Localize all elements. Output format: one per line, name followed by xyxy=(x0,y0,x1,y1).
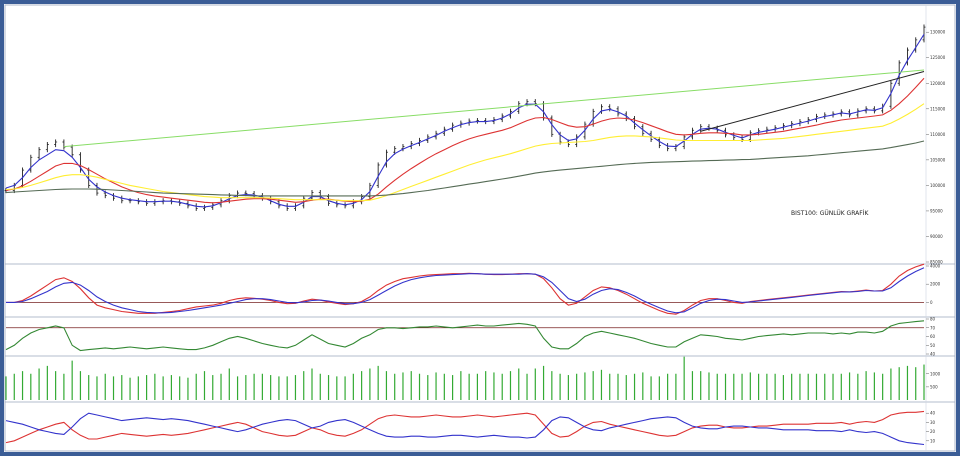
price-bar xyxy=(666,143,670,152)
chart-border xyxy=(4,4,956,452)
y-tick-label-volume: 1000 xyxy=(930,371,941,376)
price-bar xyxy=(922,24,926,43)
y-tick-label-price: 115000 xyxy=(930,106,946,111)
y-tick-label-price: 130000 xyxy=(930,30,946,35)
price-bar xyxy=(54,139,58,148)
macd-series-line-0 xyxy=(6,263,925,315)
chart-title: BIST100: GÜNLÜK GRAFİK xyxy=(791,210,869,217)
y-tick-label-dmi: 10 xyxy=(930,438,936,443)
price-bar xyxy=(823,112,827,120)
price-bar xyxy=(318,190,322,200)
price-bar xyxy=(475,118,479,124)
y-tick-label-dmi: 40 xyxy=(930,411,936,416)
y-tick-label-volume: 500 xyxy=(930,384,938,389)
y-tick-label-price: 120000 xyxy=(930,81,946,86)
price-bar xyxy=(153,199,157,206)
y-tick-label-rsi: 70 xyxy=(930,325,936,330)
price-bar xyxy=(575,134,579,148)
y-tick-label-price: 95000 xyxy=(930,208,943,213)
price-bar xyxy=(202,204,206,211)
y-tick-label-price: 85000 xyxy=(930,260,943,265)
chart-frame: 85000 90000 95000 100000 105000 110000 115000 1… xyxy=(4,4,956,452)
price-bar xyxy=(70,144,74,158)
dmi-series-line-0 xyxy=(5,410,925,444)
y-tick-label-dmi: 30 xyxy=(930,420,936,425)
price-bar xyxy=(856,108,860,118)
y-tick-label-macd: 2000 xyxy=(930,282,941,287)
price-series-line-1 xyxy=(5,34,925,208)
price-bar xyxy=(128,198,132,204)
y-tick-label-price: 110000 xyxy=(930,132,946,137)
price-bar xyxy=(145,199,149,206)
price-bar xyxy=(765,126,769,134)
y-tick-label-rsi: 60 xyxy=(930,334,936,339)
price-bar xyxy=(690,127,694,140)
resistance-trend-line xyxy=(63,69,925,148)
price-bar xyxy=(112,193,116,201)
y-tick-label-dmi: 20 xyxy=(930,429,936,434)
y-tick-label-price: 100000 xyxy=(930,183,946,188)
price-bar xyxy=(194,203,198,211)
price-series-line-4 xyxy=(5,140,925,197)
y-tick-label-rsi: 40 xyxy=(930,352,936,357)
y-tick-label-macd: 4000 xyxy=(930,264,941,269)
price-series-line-3 xyxy=(5,103,925,202)
macd-series-line-1 xyxy=(6,267,925,314)
price-bar xyxy=(120,195,124,204)
price-bar xyxy=(236,190,240,199)
y-tick-label-macd: 0 xyxy=(930,300,933,305)
y-tick-label-price: 90000 xyxy=(930,234,943,239)
dmi-series-line-1 xyxy=(5,412,925,446)
price-bar xyxy=(657,136,661,149)
y-tick-label-rsi: 50 xyxy=(930,343,936,348)
price-bar xyxy=(62,139,66,150)
price-bar xyxy=(682,134,686,150)
price-bar xyxy=(37,147,41,160)
chart-svg: 8500090000950001000001050001100001150001… xyxy=(4,4,956,452)
y-tick-label-price: 125000 xyxy=(930,55,946,60)
y-tick-label-rsi: 80 xyxy=(930,317,936,322)
price-bar xyxy=(608,104,612,112)
y-tick-label-price: 105000 xyxy=(930,157,946,162)
rsi-series-line-0 xyxy=(5,320,925,352)
price-bar xyxy=(384,149,388,168)
support-trend-line xyxy=(700,71,925,132)
price-bar xyxy=(889,80,893,109)
price-series-line-2 xyxy=(5,77,925,204)
price-bar xyxy=(674,144,678,152)
price-bar xyxy=(285,203,289,211)
price-bar xyxy=(293,203,297,211)
price-bar xyxy=(29,154,33,173)
price-bar xyxy=(897,60,901,86)
price-bar xyxy=(45,142,49,153)
